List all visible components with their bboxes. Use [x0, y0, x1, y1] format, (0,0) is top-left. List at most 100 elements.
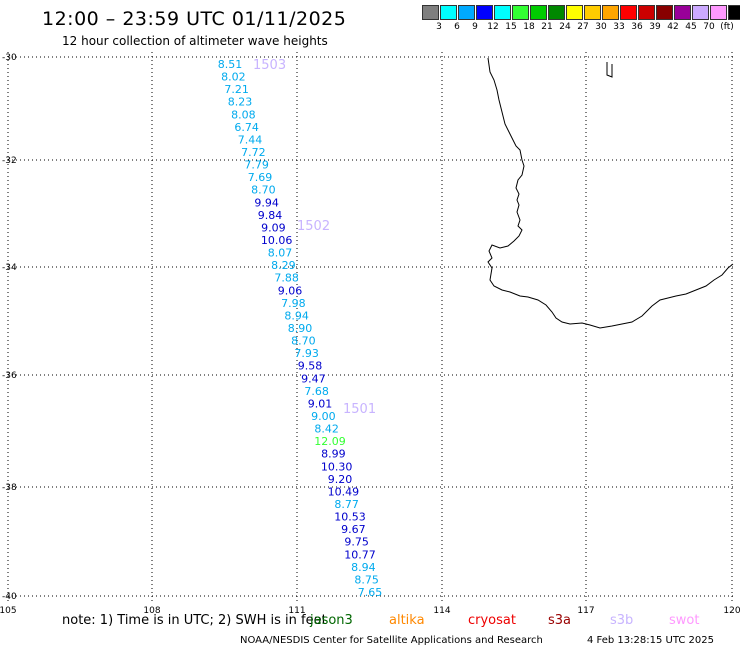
wave-height-label: 10.77	[344, 548, 376, 561]
wave-height-label: 7.21	[224, 83, 249, 96]
legend-swatch	[602, 5, 619, 20]
wave-height-label: 8.23	[228, 96, 253, 109]
page-title: 12:00 – 23:59 UTC 01/11/2025	[42, 8, 347, 30]
legend-swatch	[728, 5, 740, 20]
wave-height-label: 8.94	[351, 561, 376, 574]
coastline	[487, 57, 734, 329]
legend-swatch	[566, 5, 583, 20]
legend-ticks: 3 6 9 12 15 18 21 24 27 30 33 36 39 42 45 70 (ft)	[422, 0, 740, 40]
wave-height-label: 8.51	[218, 58, 243, 71]
legend-swatch	[674, 5, 691, 20]
coastline-island	[606, 62, 613, 78]
legend-swatch	[656, 5, 673, 20]
wave-height-label: 7.72	[241, 146, 266, 159]
wave-height-label: 8.08	[231, 108, 256, 121]
legend-tick: 21	[541, 22, 553, 32]
wave-height-label: 8.02	[221, 71, 246, 84]
legend-tick: 27	[577, 22, 589, 32]
legend-swatch	[638, 5, 655, 20]
latitude-label: -40	[2, 592, 17, 602]
wave-height-label: 7.65	[358, 586, 383, 599]
credit-line: NOAA/NESDIS Center for Satellite Applica…	[240, 635, 543, 646]
satellite-legend-cryosat: cryosat	[468, 613, 516, 628]
legend-tick: 12	[487, 22, 499, 32]
legend-tick: 18	[523, 22, 535, 32]
latitude-label: -32	[2, 156, 17, 166]
satellite-legend-jason3: jason3	[310, 613, 353, 628]
legend-tick: 70	[703, 22, 715, 32]
wave-height-label: 8.42	[314, 423, 339, 436]
latitude-label: -34	[2, 263, 17, 273]
wave-height-label: 8.07	[268, 247, 293, 260]
latitude-label: -38	[2, 483, 17, 493]
legend-swatch	[422, 5, 439, 20]
legend-tick: 6	[454, 22, 460, 32]
wave-height-label: 7.98	[281, 297, 306, 310]
satellite-legend-s3a: s3a	[548, 613, 572, 628]
graticule: 105 108 111 114 117 120 -30 -32 -34 -36 -38 -40	[0, 52, 740, 616]
legend-tick: 3	[436, 22, 442, 32]
longitude-label: 117	[577, 606, 594, 616]
legend-swatch	[440, 5, 457, 20]
pass-number-label: 1502	[297, 219, 330, 234]
legend-swatch	[458, 5, 475, 20]
wave-height-label: 9.58	[298, 360, 323, 373]
legend-swatch	[584, 5, 601, 20]
pass-number-label: 1503	[253, 58, 286, 73]
legend-tick: 15	[505, 22, 517, 32]
wave-height-label: 10.53	[334, 511, 366, 524]
legend-swatch	[710, 5, 727, 20]
wave-height-label: 7.69	[248, 171, 273, 184]
legend-swatch	[620, 5, 637, 20]
wave-height-label: 9.09	[261, 221, 286, 234]
wave-height-label: 7.88	[274, 272, 299, 285]
satellite-legend-s3b: s3b	[610, 613, 634, 628]
timestamp: 4 Feb 13:28:15 UTC 2025	[587, 635, 714, 646]
longitude-label: 111	[288, 606, 305, 616]
wave-height-label: 7.68	[304, 385, 329, 398]
coastline-west-australia	[487, 57, 734, 329]
latitude-label: -36	[2, 371, 17, 381]
wave-height-label: 7.79	[244, 159, 269, 172]
legend-tick: 42	[667, 22, 679, 32]
wave-height-label: 8.90	[288, 322, 313, 335]
longitude-label: 105	[0, 606, 17, 616]
wave-height-label: 9.67	[341, 523, 366, 536]
latitude-label: -30	[2, 53, 17, 63]
legend-tick: 24	[559, 22, 571, 32]
legend-tick: 9	[472, 22, 478, 32]
legend-swatch	[494, 5, 511, 20]
legend-swatch	[512, 5, 529, 20]
footnote: note: 1) Time is in UTC; 2) SWH is in fe…	[62, 613, 327, 628]
wave-height-label: 8.70	[291, 335, 316, 348]
legend-swatch	[692, 5, 709, 20]
wave-height-label: 10.49	[328, 485, 360, 498]
wave-height-label: 9.06	[278, 284, 303, 297]
satellite-legend-altika: altika	[389, 613, 425, 628]
legend-swatch	[548, 5, 565, 20]
wave-height-label: 9.75	[344, 536, 369, 549]
wave-height-label: 7.93	[294, 347, 319, 360]
wave-height-label: 8.29	[271, 259, 296, 272]
wave-height-label: 8.70	[251, 184, 276, 197]
longitude-label: 114	[433, 606, 450, 616]
legend-tick: (ft)	[720, 22, 734, 32]
pass-number-label: 1501	[343, 402, 376, 417]
wave-height-label: 8.75	[354, 573, 379, 586]
satellite-legend-swot: swot	[669, 613, 700, 628]
wave-height-label: 7.44	[238, 133, 263, 146]
legend-tick: 33	[613, 22, 625, 32]
wave-height-label: 6.74	[234, 121, 259, 134]
longitude-label: 108	[143, 606, 160, 616]
wave-height-label: 9.20	[328, 473, 353, 486]
legend-tick: 39	[649, 22, 661, 32]
wave-height-label: 9.84	[258, 209, 283, 222]
wave-height-label: 9.00	[311, 410, 336, 423]
wave-height-label: 10.30	[321, 460, 353, 473]
page-subtitle: 12 hour collection of altimeter wave hei…	[62, 34, 328, 48]
wave-height-label: 9.47	[301, 372, 326, 385]
color-legend	[422, 5, 740, 20]
wave-height-label: 8.77	[334, 498, 359, 511]
wave-height-label: 8.94	[284, 309, 309, 322]
